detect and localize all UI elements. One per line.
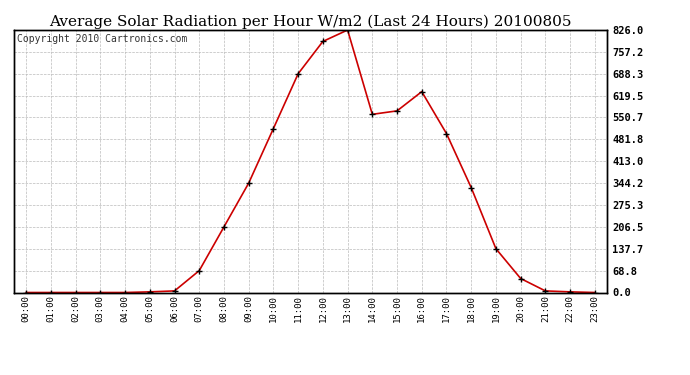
Text: Copyright 2010 Cartronics.com: Copyright 2010 Cartronics.com [17, 34, 187, 44]
Title: Average Solar Radiation per Hour W/m2 (Last 24 Hours) 20100805: Average Solar Radiation per Hour W/m2 (L… [49, 15, 572, 29]
